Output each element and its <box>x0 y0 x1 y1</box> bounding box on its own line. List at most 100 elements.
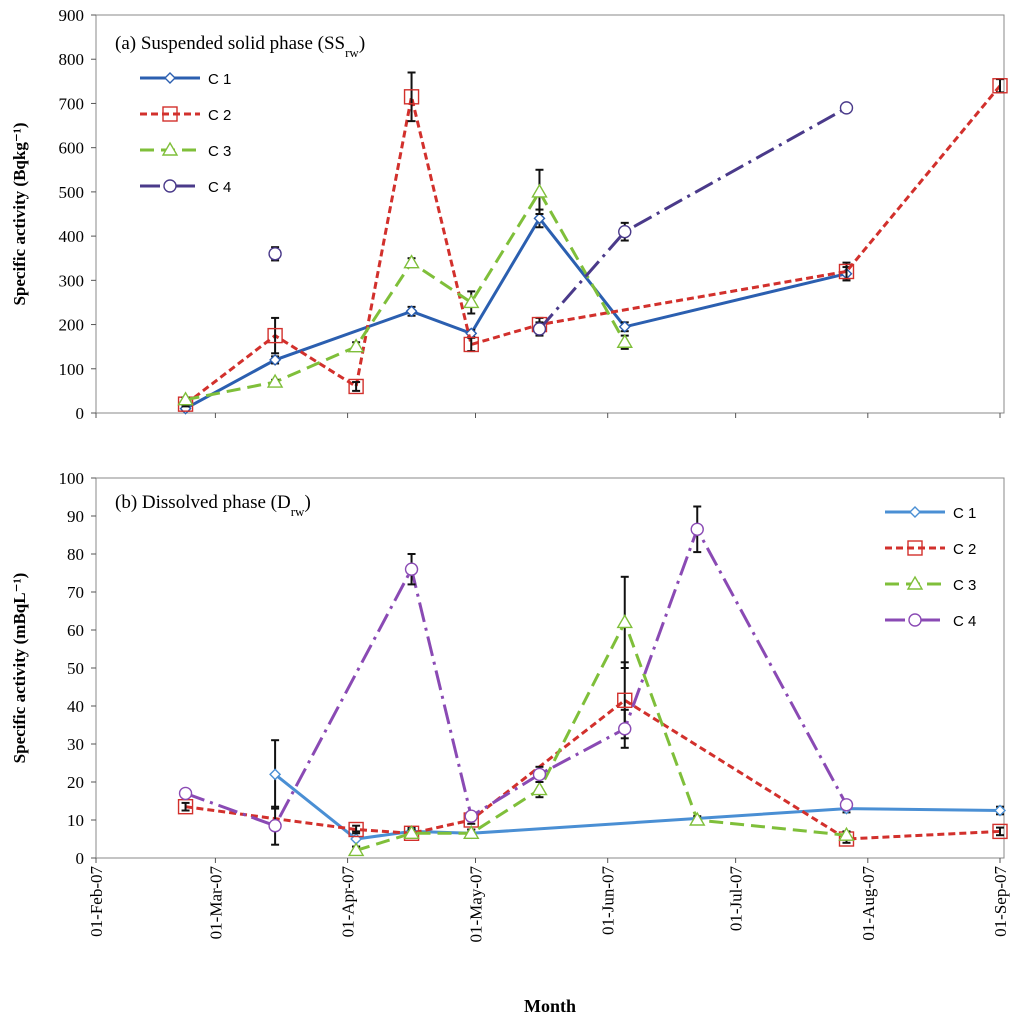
panel-b-data-point <box>464 809 478 823</box>
panel-b-title: (b) Dissolved phase (Drw) <box>115 492 311 519</box>
panel-a-y-tick-label: 500 <box>59 183 85 202</box>
panel-b-data-point <box>689 811 706 826</box>
panel-b-series-line <box>184 525 848 828</box>
panel-a-data-point <box>403 89 420 105</box>
panel-a-data-point <box>268 247 282 261</box>
panel-b-marks: 0 10 20 30 40 50 60 70 80 90 100 C 1 C 2 C 3 C 4 <box>59 469 1008 868</box>
panel-b-y-tick-label: 0 <box>76 849 85 868</box>
panel-b-legend-label: C 1 <box>953 505 976 522</box>
panel-b-data-point <box>617 692 633 708</box>
panel-b-y-tick-label: 20 <box>67 773 84 792</box>
panel-a-data-point <box>403 254 420 269</box>
panel-a-legend: C 1 C 2 C 3 C 4 <box>140 71 231 196</box>
panel-a-data-point <box>266 373 284 388</box>
x-axis-label: Month <box>524 996 576 1016</box>
panel-b-legend-label: C 2 <box>953 541 976 558</box>
x-tick-label: 01-Aug-07 <box>859 866 878 941</box>
panel-a-y-tick-label: 700 <box>59 94 85 113</box>
panel-b-y-tick-label: 30 <box>67 735 84 754</box>
x-tick-label: 01-Feb-07 <box>87 866 106 937</box>
x-tick-label: 01-Jul-07 <box>727 866 746 932</box>
panel-a-series-c1 <box>179 208 853 415</box>
x-tick-label: 01-Apr-07 <box>339 866 358 938</box>
panel-b-legend: C 1 C 2 C 3 C 4 <box>885 505 976 630</box>
panel-b-data-point <box>532 767 547 782</box>
panel-a-data-point <box>616 333 633 348</box>
panel-a-y-tick-label: 100 <box>59 360 85 379</box>
panel-a-marks: 0 100 200 300 400 500 600 700 800 900 C 1 C 2 C 3 C 4 <box>59 6 1008 423</box>
panel-a-y-tick-label: 0 <box>76 404 85 423</box>
panel-b-y-axis-label: Specific activity (mBqL⁻¹) <box>10 573 29 764</box>
panel-a-title: (a) Suspended solid phase (SSrw) <box>115 33 365 60</box>
panel-a-series-line <box>184 215 847 410</box>
panel-b-y-tick-label: 100 <box>59 469 85 488</box>
panel-b-series-c4_b <box>178 505 854 846</box>
panel-a-data-point <box>177 391 194 406</box>
panel-b-data-point <box>839 798 854 812</box>
panel-b-data-point <box>463 824 480 839</box>
panel-a-legend-label: C 1 <box>208 71 231 88</box>
panel-b-y-tick-label: 80 <box>67 545 84 564</box>
panel-b-data-point <box>347 842 365 857</box>
panel-a-series-line <box>538 106 848 330</box>
panel-b-series-line <box>355 618 847 852</box>
panel-a-legend-marker <box>164 72 176 84</box>
panel-a-y-axis-label: Specific activity (Bqkg⁻¹) <box>10 122 29 305</box>
panel-a-legend-marker <box>163 179 177 193</box>
panel-a-series-line <box>185 188 627 402</box>
panel-a-data-point <box>463 336 479 353</box>
panel-b-series-c2 <box>177 661 1008 847</box>
panel-b-legend-marker <box>908 613 922 627</box>
panel-b-legend-marker <box>909 506 921 518</box>
panel-a-series-c3 <box>177 168 633 406</box>
panel-a-data-point <box>618 320 631 333</box>
panel-b-data-point <box>690 522 704 536</box>
panel-a-y-tick-label: 800 <box>59 50 85 69</box>
panel-b-series-c1_b <box>269 739 1006 848</box>
x-tick-label: 01-May-07 <box>467 866 486 943</box>
panel-a-data-point <box>531 183 548 198</box>
panel-a-data-point <box>838 263 855 280</box>
panel-a-data-point <box>533 212 546 225</box>
panel-a-legend-marker <box>162 106 178 122</box>
panel-b-data-point <box>618 722 632 736</box>
panel-a-data-point <box>618 224 632 239</box>
panel-b-legend-marker <box>906 575 924 590</box>
x-tick-label: 01-Mar-07 <box>206 866 225 940</box>
panel-a-series-c4 <box>532 101 854 337</box>
panel-b-series-line <box>274 773 1001 841</box>
panel-a-y-tick-label: 600 <box>59 139 85 158</box>
panel-a-y-tick-label: 900 <box>59 6 85 25</box>
panel-a: (a) Suspended solid phase (SSrw) Specifi… <box>10 14 1005 414</box>
panel-a-series-c2 <box>177 71 1008 412</box>
panel-a-data-point <box>348 378 364 395</box>
panel-a-series-line <box>184 84 1002 406</box>
panel-a-legend-label: C 3 <box>208 143 231 160</box>
x-tick-label: 01-Sep-07 <box>991 866 1010 937</box>
panel-b-data-point <box>268 819 282 833</box>
panel-a-legend-marker <box>161 141 179 156</box>
x-tick-labels: 01-Feb-07 01-Mar-07 01-Apr-07 01-May-07 01-J… <box>87 866 1010 943</box>
panel-b-data-point <box>531 781 548 796</box>
panel-a-legend-label: C 4 <box>208 179 231 196</box>
panel-b-data-point <box>838 826 855 841</box>
panel-b-y-tick-label: 70 <box>67 583 84 602</box>
panel-a-data-point <box>347 338 365 353</box>
panel-a-y-tick-label: 200 <box>59 316 85 335</box>
x-tick-label: 01-Jun-07 <box>599 866 618 935</box>
panel-b-data-point <box>992 823 1008 840</box>
panel-b-data-point <box>178 786 193 801</box>
panel-a-data-point <box>463 294 480 309</box>
panel-b-data-point <box>269 768 282 781</box>
panel-a-series-c4 <box>268 246 282 262</box>
panel-b-y-tick-label: 90 <box>67 507 84 526</box>
panel-a-data-point <box>532 322 547 336</box>
panel-b-series-c3 <box>347 575 855 857</box>
panel-a-y-tick-label: 400 <box>59 227 85 246</box>
panel-b-legend-label: C 4 <box>953 613 976 630</box>
panel-a-data-point <box>839 101 854 115</box>
panel-b-legend-label: C 3 <box>953 577 976 594</box>
panel-b-data-point <box>994 804 1006 817</box>
